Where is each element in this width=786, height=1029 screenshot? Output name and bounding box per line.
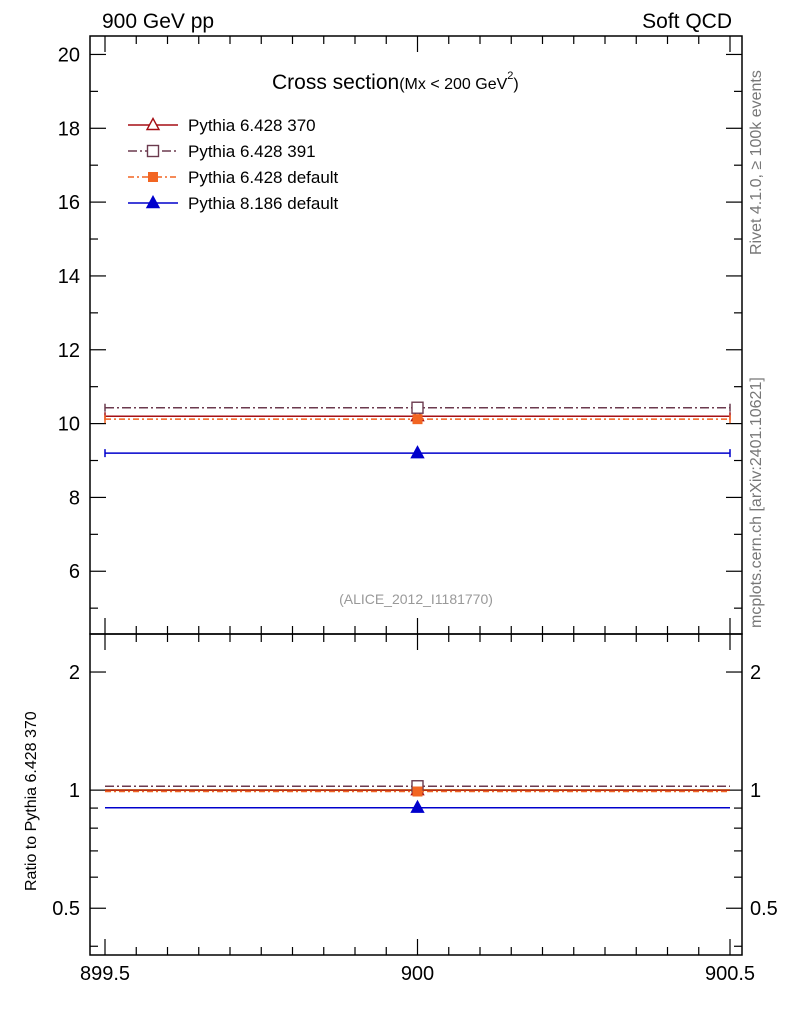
y-tick-label: 12 xyxy=(58,340,80,362)
series-4 xyxy=(104,445,731,813)
ratio-y-tick-label: 2 xyxy=(69,662,80,684)
legend-marker xyxy=(145,195,161,209)
ratio-y-tick-label: 1 xyxy=(69,780,80,802)
series-2 xyxy=(104,401,731,793)
data-point xyxy=(410,445,425,459)
data-point xyxy=(412,414,423,425)
legend-item-3: Pythia 6.428 default xyxy=(128,168,339,187)
ratio-point xyxy=(412,786,423,797)
legend-marker xyxy=(148,172,158,182)
legend-item-1: Pythia 6.428 370 xyxy=(128,116,316,135)
legend-item-2: Pythia 6.428 391 xyxy=(128,142,316,161)
y-tick-label: 18 xyxy=(58,118,80,140)
header-left: 900 GeV pp xyxy=(102,10,214,33)
x-tick-label: 900.5 xyxy=(705,963,755,985)
legend-marker xyxy=(145,117,161,131)
y-tick-label: 10 xyxy=(58,414,80,436)
ratio-ylabel: Ratio to Pythia 6.428 370 xyxy=(23,711,40,891)
legend-marker xyxy=(146,144,160,158)
series-layer xyxy=(104,401,731,813)
legend-item-4: Pythia 8.186 default xyxy=(128,194,339,213)
y-tick-label: 14 xyxy=(58,266,80,288)
ratio-y-tick-label-right: 1 xyxy=(750,780,761,802)
legend: Pythia 6.428 370 Pythia 6.428 391 Pythia 6… xyxy=(128,116,339,213)
data-point xyxy=(411,401,424,414)
chart-title: Cross section(Mx < 200 GeV2) xyxy=(272,70,519,94)
y-tick-label: 16 xyxy=(58,192,80,214)
ratio-y-tick-label: 0.5 xyxy=(52,898,80,920)
y-tick-label: 6 xyxy=(69,561,80,583)
legend-label: Pythia 6.428 370 xyxy=(188,116,316,135)
ratio-y-tick-label-right: 2 xyxy=(750,662,761,684)
analysis-tag: (ALICE_2012_I1181770) xyxy=(339,591,493,607)
legend-label: Pythia 6.428 391 xyxy=(188,142,316,161)
y-tick-label: 8 xyxy=(69,487,80,509)
series-3 xyxy=(104,414,731,797)
x-tick-label: 899.5 xyxy=(80,963,130,985)
legend-label: Pythia 6.428 default xyxy=(188,168,339,187)
ratio-y-tick-label-right: 0.5 xyxy=(750,898,778,920)
x-tick-label: 900 xyxy=(401,963,434,985)
y-tick-label: 20 xyxy=(58,44,80,66)
rivet-label: Rivet 4.1.0, ≥ 100k events xyxy=(748,70,765,255)
header-right: Soft QCD xyxy=(642,10,732,33)
ratio-frame xyxy=(89,633,743,956)
mcplots-label: mcplots.cern.ch [arXiv:2401.10621] xyxy=(748,377,765,628)
legend-label: Pythia 8.186 default xyxy=(188,194,339,213)
ratio-point xyxy=(410,799,425,813)
